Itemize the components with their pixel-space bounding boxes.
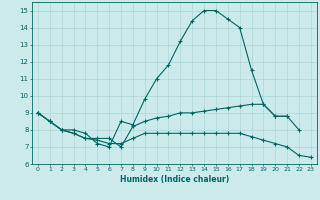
X-axis label: Humidex (Indice chaleur): Humidex (Indice chaleur)	[120, 175, 229, 184]
